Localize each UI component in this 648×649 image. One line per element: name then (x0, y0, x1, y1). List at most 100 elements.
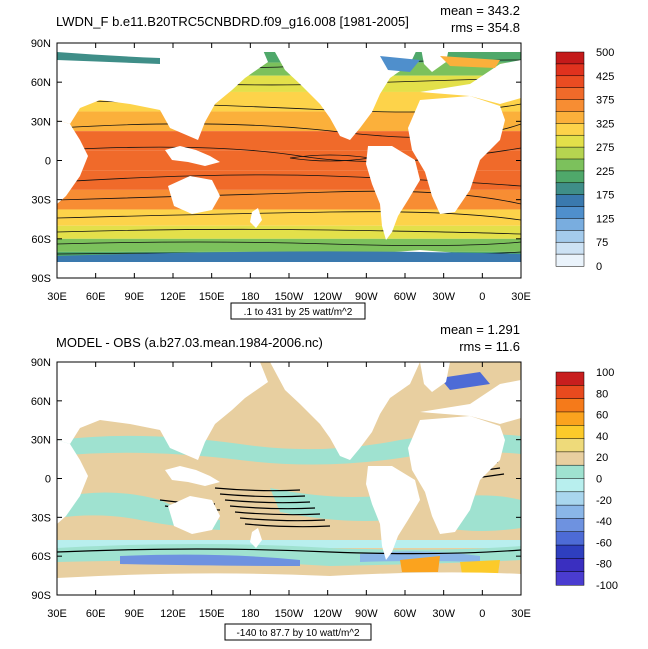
y-tick-label: 60S (31, 551, 51, 563)
colorbar-label: 80 (596, 388, 608, 400)
colorbar-swatch (555, 451, 585, 466)
colorbar-swatch (555, 87, 585, 101)
x-tick-label: 120W (313, 608, 342, 620)
x-tick-label: 0 (479, 291, 485, 303)
colorbar-swatch (555, 411, 585, 426)
colorbar-label: 125 (596, 213, 614, 225)
colorbar-swatch (555, 253, 585, 267)
colorbar-swatch (555, 206, 585, 219)
x-tick-label: 150W (275, 291, 304, 303)
x-tick-label: 180 (241, 608, 259, 620)
panel1-axes: 30E 60E 90E 120E 150E 180 150W 120W 90W 60W 30W 0 30… (31, 38, 531, 303)
colorbar-label: 175 (596, 190, 614, 202)
colorbar-swatch (555, 99, 585, 112)
field-band (57, 209, 521, 226)
y-tick-label: 60N (31, 77, 51, 89)
colorbar-swatch (555, 111, 585, 124)
panel-2: MODEL - OBS (a.b27.03.mean.1984-2006.nc)… (31, 322, 618, 641)
colorbar-swatch (555, 182, 585, 196)
panel-1: LWDN_F b.e11.B20TRC5CNBDRD.f09_g16.008 [… (31, 3, 614, 320)
panel2-axes: 30E 60E 90E 120E 150E 180 150W 120W 90W 60W 30W 0 30… (31, 357, 531, 620)
x-tick-label: 60W (394, 608, 417, 620)
panel2-rms: rms = 11.6 (459, 339, 520, 354)
y-tick-label: 90N (31, 357, 51, 369)
colorbar-swatch (555, 146, 585, 160)
colorbar-swatch (555, 194, 585, 208)
x-tick-label: 180 (241, 291, 259, 303)
x-tick-label: 30E (511, 608, 531, 620)
y-tick-label: 90N (31, 38, 51, 50)
colorbar-swatch (555, 75, 585, 89)
x-tick-label: 60E (86, 608, 106, 620)
panel2-land (57, 362, 521, 595)
colorbar-swatch (555, 51, 585, 65)
x-tick-label: 30E (511, 291, 531, 303)
colorbar-swatch (555, 230, 585, 243)
colorbar-label: 20 (596, 452, 608, 464)
colorbar-swatch (555, 123, 585, 136)
field-band (57, 131, 521, 151)
panel1-title: LWDN_F b.e11.B20TRC5CNBDRD.f09_g16.008 [… (56, 14, 409, 29)
colorbar-label: -60 (596, 537, 612, 549)
panel2-colorbar: 100 80 60 40 20 0 -20 -40 -60 -80 -100 (555, 367, 618, 592)
panel1-contour-label-box (230, 302, 366, 320)
x-tick-label: 120W (313, 291, 342, 303)
y-tick-label: 90S (31, 590, 51, 602)
colorbar-swatch (555, 544, 585, 559)
x-tick-label: 150E (199, 608, 225, 620)
colorbar-swatch (555, 218, 585, 231)
panel2-title: MODEL - OBS (a.b27.03.mean.1984-2006.nc) (56, 335, 323, 350)
colorbar-label: 500 (596, 47, 614, 59)
x-tick-label: 90W (355, 608, 378, 620)
colorbar-label: 275 (596, 142, 614, 154)
colorbar-swatch (555, 158, 585, 172)
x-tick-label: 90W (355, 291, 378, 303)
colorbar-swatch (555, 438, 585, 453)
x-tick-label: 30W (432, 608, 455, 620)
panel1-arctic-edge (57, 52, 521, 262)
colorbar-label: -80 (596, 559, 612, 571)
colorbar-label: -20 (596, 495, 612, 507)
x-tick-label: 120E (160, 291, 186, 303)
x-tick-label: 150E (199, 291, 225, 303)
panel2-contour-label: -140 to 87.7 by 10 watt/m^2 (236, 628, 360, 639)
colorbar-label: 60 (596, 410, 608, 422)
colorbar-label: -40 (596, 516, 612, 528)
colorbar-label: 100 (596, 367, 614, 379)
x-tick-label: 30E (47, 608, 67, 620)
x-tick-label: 0 (479, 608, 485, 620)
y-tick-label: 0 (45, 156, 51, 168)
panel2-mean: mean = 1.291 (440, 322, 520, 337)
y-tick-label: 60N (31, 396, 51, 408)
x-tick-label: 120E (160, 608, 186, 620)
x-tick-label: 60E (86, 291, 106, 303)
colorbar-label: 0 (596, 474, 602, 486)
colorbar-swatch (555, 491, 585, 506)
y-tick-label: 30S (31, 512, 51, 524)
colorbar-label: -100 (596, 580, 618, 592)
colorbar-swatch (555, 478, 585, 493)
colorbar-label: 325 (596, 118, 614, 130)
panel1-map (57, 43, 521, 278)
field-band (57, 225, 521, 239)
colorbar-swatch (555, 518, 585, 533)
y-tick-label: 30N (31, 116, 51, 128)
y-tick-label: 30S (31, 195, 51, 207)
colorbar-label: 225 (596, 166, 614, 178)
colorbar-swatch (555, 385, 585, 400)
colorbar-label: 0 (596, 261, 602, 273)
x-tick-label: 90E (125, 608, 145, 620)
colorbar-swatch (555, 134, 585, 148)
colorbar-swatch (555, 558, 585, 573)
colorbar-label: 375 (596, 95, 614, 107)
panel1-colorbar: 500 425 375 325 275 225 175 125 75 0 (555, 47, 614, 273)
panel2-contour-label-box (224, 623, 372, 641)
colorbar-label: 425 (596, 71, 614, 83)
colorbar-swatch (555, 241, 585, 255)
colorbar-label: 40 (596, 431, 608, 443)
x-tick-label: 90E (125, 291, 145, 303)
colorbar-swatch (555, 504, 585, 519)
panel1-contour-label: .1 to 431 by 25 watt/m^2 (244, 307, 353, 318)
colorbar-swatch (555, 63, 585, 77)
